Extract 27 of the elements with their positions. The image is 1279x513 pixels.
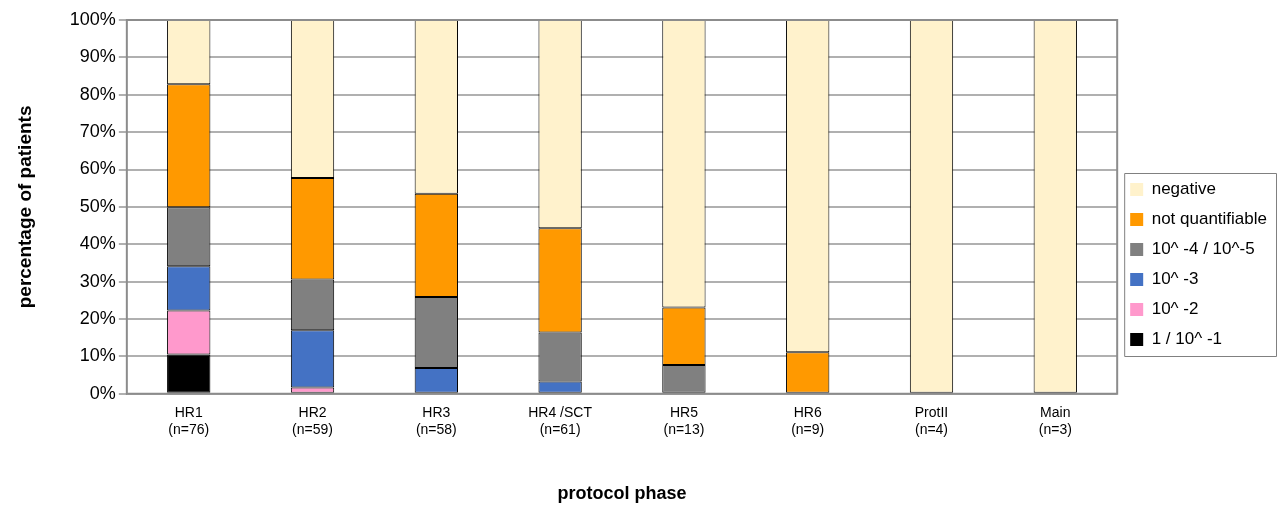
y-tick-label: 70% — [79, 121, 116, 142]
y-tick-label: 40% — [79, 233, 116, 254]
y-tick-label: 80% — [79, 83, 116, 104]
x-tick-label: HR4 /SCT (n=61) — [528, 404, 593, 437]
y-tick-label: 50% — [79, 195, 116, 216]
y-tick-label: 90% — [79, 46, 116, 67]
x-tick-label: HR1 (n=76) — [168, 404, 210, 437]
y-tick-label: 100% — [69, 8, 116, 29]
y-tick-label: 10% — [79, 345, 116, 366]
x-tick-label: HR5 (n=13) — [663, 404, 705, 437]
x-tick-label: Main (n=3) — [1038, 404, 1072, 437]
y-tick-label: 20% — [79, 308, 116, 329]
x-tick-label: ProtII (n=4) — [914, 404, 949, 437]
legend-label: 10^ -4 / 10^-5 — [1151, 239, 1255, 259]
y-tick-label: 30% — [79, 270, 116, 291]
legend-label: 10^ -3 — [1151, 269, 1199, 289]
legend-label: not quantifiable — [1151, 209, 1268, 229]
y-tick-label: 0% — [89, 382, 116, 403]
legend-label: negative — [1151, 179, 1216, 199]
x-axis-title: protocol phase — [557, 483, 687, 504]
x-tick-label: HR2 (n=59) — [292, 404, 333, 437]
y-axis-title: percentage of patients — [13, 105, 35, 309]
x-tick-label: HR3 (n=58) — [415, 404, 457, 437]
x-tick-label: HR6 (n=9) — [791, 404, 825, 437]
legend-label: 1 / 10^ -1 — [1151, 329, 1223, 349]
y-tick-label: 60% — [79, 158, 116, 179]
legend-label: 10^ -2 — [1151, 299, 1199, 319]
